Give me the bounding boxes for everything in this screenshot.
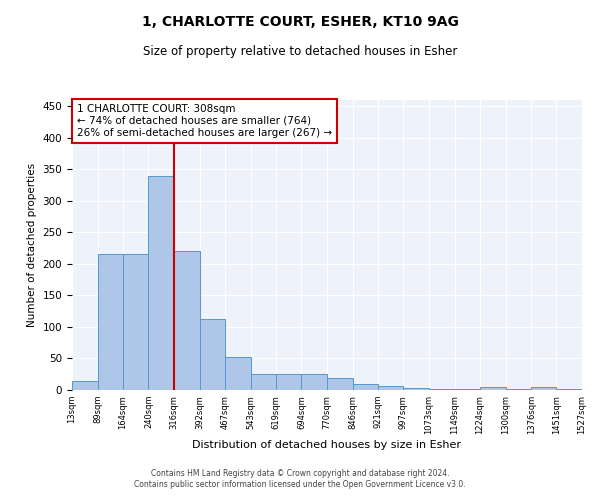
Bar [276, 374, 301, 390]
X-axis label: Distribution of detached houses by size in Esher: Distribution of detached houses by size … [193, 440, 461, 450]
Text: Size of property relative to detached houses in Esher: Size of property relative to detached ho… [143, 45, 457, 58]
Bar [301, 374, 327, 390]
Bar [98, 254, 123, 390]
Bar [353, 384, 378, 390]
Y-axis label: Number of detached properties: Number of detached properties [27, 163, 37, 327]
Bar [531, 388, 556, 390]
Bar [327, 378, 353, 390]
Bar [174, 252, 200, 390]
Bar [72, 380, 98, 390]
Text: Contains public sector information licensed under the Open Government Licence v3: Contains public sector information licen… [134, 480, 466, 489]
Text: Contains HM Land Registry data © Crown copyright and database right 2024.: Contains HM Land Registry data © Crown c… [151, 468, 449, 477]
Bar [378, 386, 403, 390]
Bar [200, 319, 225, 390]
Text: 1 CHARLOTTE COURT: 308sqm
← 74% of detached houses are smaller (764)
26% of semi: 1 CHARLOTTE COURT: 308sqm ← 74% of detac… [77, 104, 332, 138]
Bar [480, 388, 506, 390]
Bar [225, 356, 251, 390]
Bar [123, 254, 148, 390]
Text: 1, CHARLOTTE COURT, ESHER, KT10 9AG: 1, CHARLOTTE COURT, ESHER, KT10 9AG [142, 15, 458, 29]
Bar [148, 176, 174, 390]
Bar [403, 388, 429, 390]
Bar [251, 374, 276, 390]
